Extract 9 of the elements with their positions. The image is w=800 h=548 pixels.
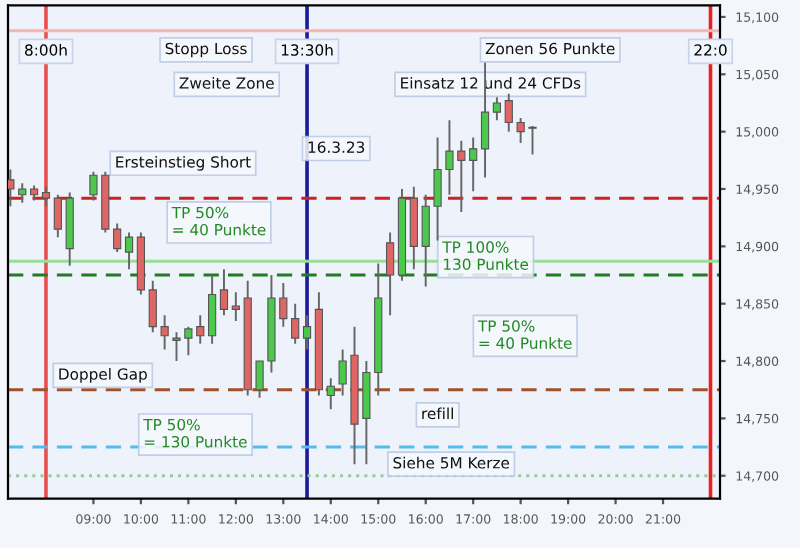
candlestick bbox=[41, 185, 51, 208]
candlestick bbox=[207, 274, 217, 345]
candlestick bbox=[302, 314, 312, 351]
candlestick bbox=[124, 231, 134, 271]
candlestick bbox=[385, 231, 395, 317]
candlestick bbox=[219, 268, 229, 317]
candlestick bbox=[492, 96, 502, 122]
candlestick bbox=[326, 377, 335, 411]
candlestick bbox=[480, 61, 490, 179]
